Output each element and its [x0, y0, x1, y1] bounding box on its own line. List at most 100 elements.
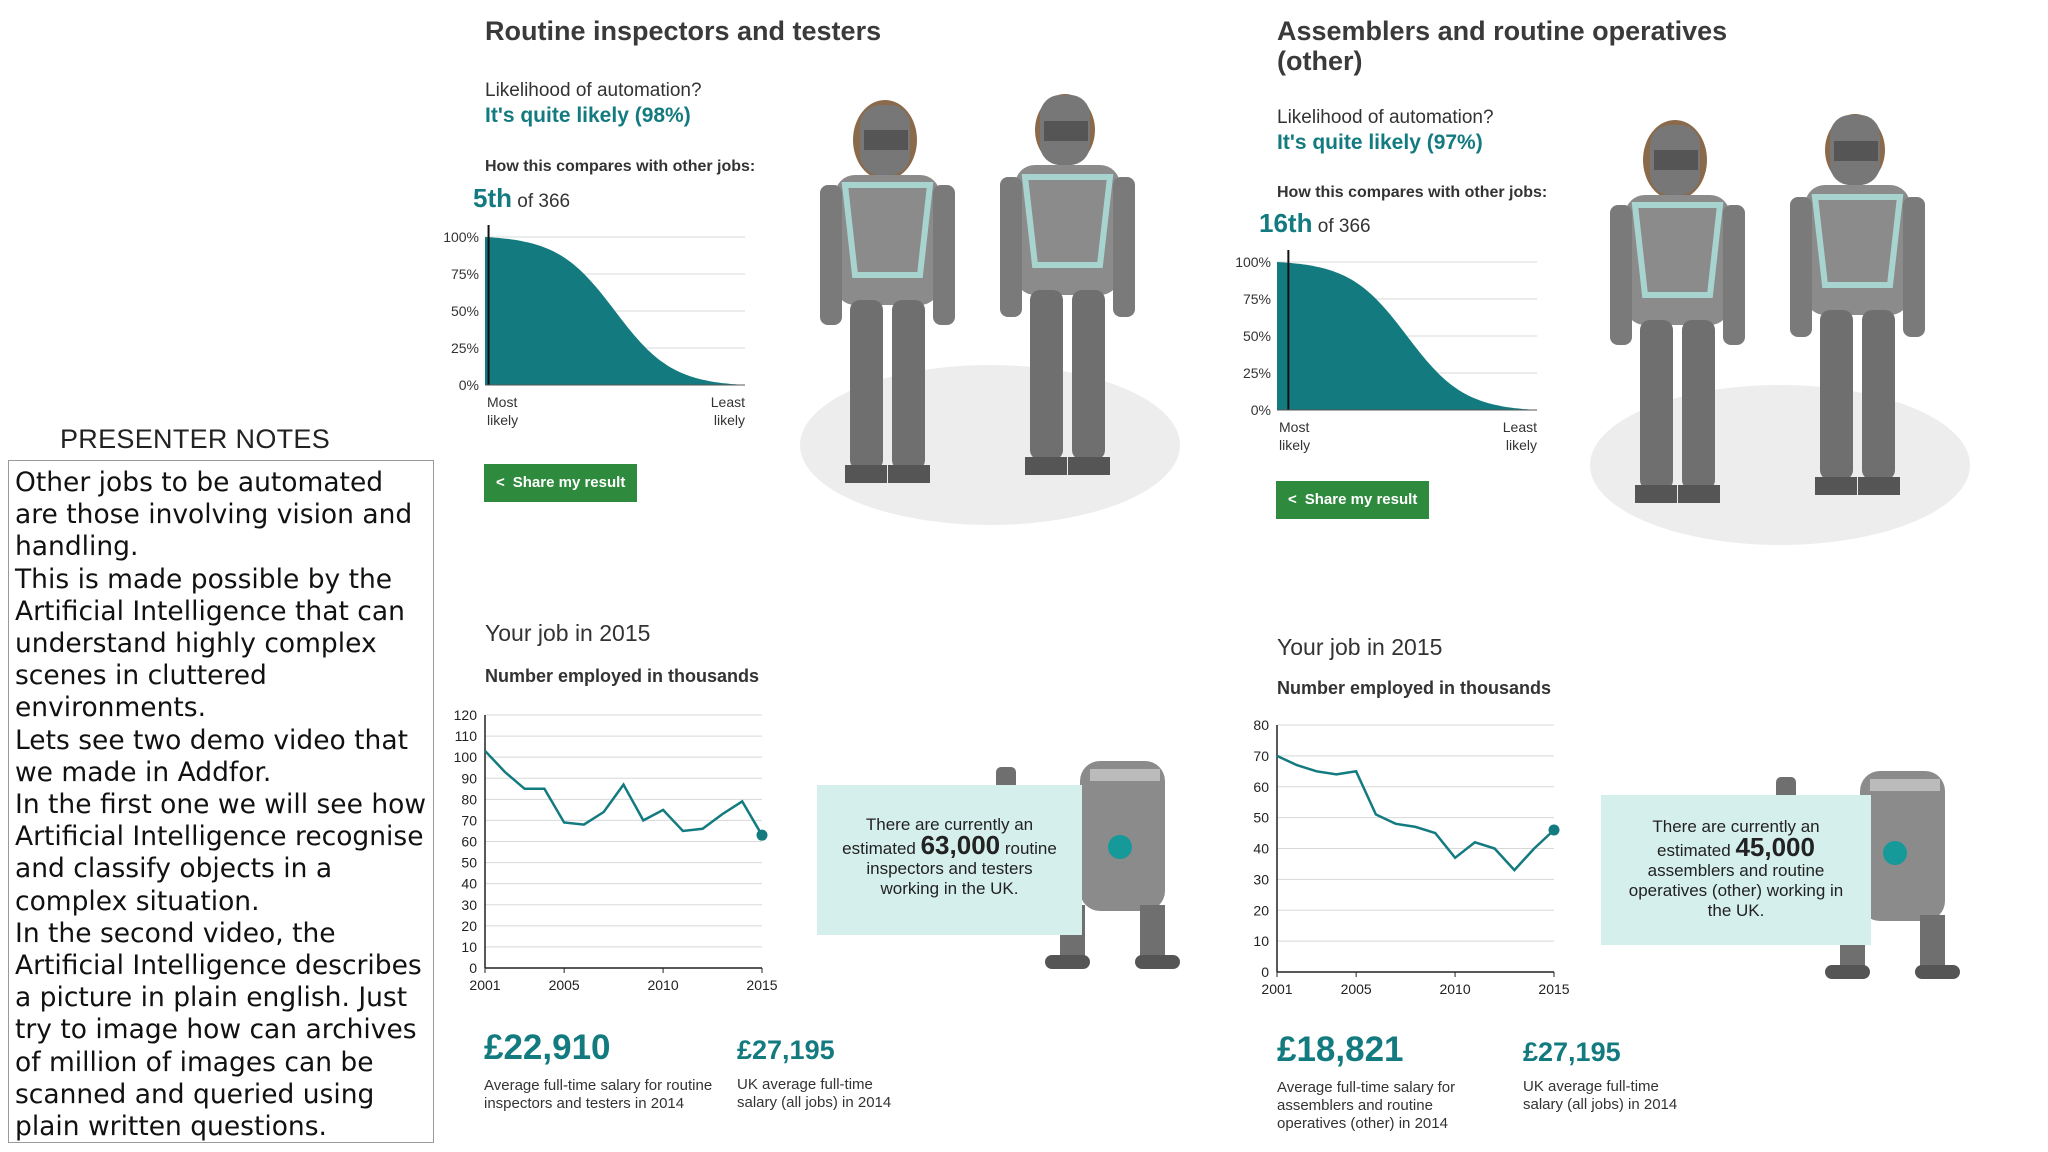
x-label-most: Most — [487, 394, 517, 410]
share-icon: < — [496, 474, 505, 491]
employment-line-chart: 0 10 20 30 40 50 60 70 80 2001 2005 2010 2015 — [1253, 717, 1569, 997]
employment-line-chart: 0 10 20 30 40 50 60 70 80 90 100 110 120 2001 2005 2010… — [454, 707, 778, 993]
x-label-most: Most — [1279, 419, 1309, 435]
job-title: Routine inspectors and testers — [485, 16, 882, 46]
x-tick-label: 2005 — [1341, 981, 1372, 997]
y-tick-label: 50 — [461, 855, 477, 871]
x-label-most-2: likely — [487, 412, 518, 428]
y-tick-label: 0% — [459, 377, 479, 393]
likelihood-result: It's quite likely (98%) — [485, 104, 691, 127]
y-tick-label: 40 — [1253, 841, 1269, 857]
rank-value: 5th — [473, 183, 512, 213]
y-tick-label: 80 — [461, 791, 477, 807]
your-job-heading: Your job in 2015 — [485, 620, 651, 646]
y-tick-label: 75% — [451, 266, 479, 282]
x-tick-label: 2010 — [647, 977, 678, 993]
y-tick-label: 20 — [461, 918, 477, 934]
last-point-marker — [1548, 824, 1560, 836]
share-label: Share my result — [1304, 491, 1418, 508]
series-line — [484, 749, 764, 836]
x-tick-label: 2010 — [1439, 981, 1470, 997]
compare-label: How this compares with other jobs: — [485, 158, 756, 175]
y-tick-label: 60 — [1253, 779, 1269, 795]
x-label-least: Least — [1503, 419, 1537, 435]
automation-distribution-chart: 100% 75% 50% 25% 0% Most likely Least likely — [443, 225, 745, 428]
rank-of: of 366 — [1317, 216, 1371, 237]
likelihood-label: Likelihood of automation? — [1277, 107, 1494, 128]
callout-post: routine inspectors and testers working i… — [866, 839, 1057, 898]
callout-pre: There are currently an estimated — [1652, 817, 1820, 860]
x-label-most-2: likely — [1279, 437, 1310, 453]
uk-average-salary: £27,195 — [737, 1035, 835, 1065]
series-line — [1276, 754, 1555, 872]
y-tick-label: 30 — [1253, 871, 1269, 887]
likelihood-result: It's quite likely (97%) — [1277, 131, 1483, 154]
x-tick-label: 2005 — [549, 977, 580, 993]
y-tick-label: 0% — [1251, 402, 1271, 418]
x-label-least-2: likely — [1506, 437, 1537, 453]
robot-suits-illustration — [800, 94, 1180, 525]
y-tick-label: 100 — [454, 749, 478, 765]
share-result-button[interactable]: < Share my result — [484, 464, 638, 502]
distribution-area — [485, 237, 745, 385]
y-tick-label: 0 — [1261, 964, 1269, 980]
rank-text: 5th of 366 — [473, 183, 570, 214]
last-point-marker — [756, 829, 768, 841]
y-tick-label: 20 — [1253, 902, 1269, 918]
y-tick-label: 110 — [455, 728, 478, 744]
employed-label: Number employed in thousands — [1277, 678, 1552, 698]
uk-average-salary: £27,195 — [1523, 1037, 1621, 1067]
y-tick-label: 25% — [1243, 365, 1271, 381]
average-salary: £18,821 — [1277, 1030, 1404, 1069]
y-tick-label: 50 — [1253, 810, 1269, 826]
employed-label: Number employed in thousands — [485, 666, 760, 686]
y-tick-label: 90 — [461, 770, 477, 786]
employment-callout: There are currently an estimated 63,000 … — [817, 785, 1082, 935]
x-label-least: Least — [711, 394, 745, 410]
y-tick-label: 70 — [461, 812, 477, 828]
y-tick-label: 120 — [454, 707, 478, 723]
x-tick-label: 2001 — [469, 977, 500, 993]
average-salary-note: Average full-time salary for assemblers … — [1277, 1079, 1456, 1132]
uk-average-salary-note: UK average full-time salary (all jobs) i… — [1523, 1078, 1678, 1113]
y-tick-label: 80 — [1253, 717, 1269, 733]
job-title: Assemblers and routine operatives (other… — [1277, 16, 1728, 76]
employment-callout: There are currently an estimated 45,000 … — [1601, 795, 1871, 945]
callout-value: 45,000 — [1735, 832, 1815, 862]
share-label: Share my result — [512, 474, 626, 491]
rank-of: of 366 — [517, 191, 571, 212]
robot-suits-illustration — [1590, 114, 1970, 545]
compare-label: How this compares with other jobs: — [1277, 184, 1548, 201]
robot-sign-illustration — [1776, 771, 1960, 979]
share-icon: < — [1288, 491, 1297, 508]
y-tick-label: 30 — [461, 897, 477, 913]
y-tick-label: 70 — [1253, 748, 1269, 764]
callout-value: 63,000 — [920, 830, 1001, 860]
x-tick-label: 2001 — [1261, 981, 1292, 997]
share-result-button[interactable]: < Share my result — [1276, 481, 1430, 519]
presenter-notes-title: PRESENTER NOTES — [60, 424, 331, 454]
distribution-area — [1277, 262, 1537, 410]
likelihood-label: Likelihood of automation? — [485, 80, 702, 101]
average-salary: £22,910 — [484, 1028, 611, 1067]
presenter-notes-text: Other jobs to be automated are those inv… — [8, 460, 434, 1143]
uk-average-salary-note: UK average full-time salary (all jobs) i… — [737, 1076, 892, 1111]
x-label-least-2: likely — [714, 412, 745, 428]
your-job-heading: Your job in 2015 — [1277, 634, 1443, 660]
x-tick-label: 2015 — [746, 977, 777, 993]
y-tick-label: 100% — [1235, 254, 1271, 270]
callout-post: assemblers and routine operatives (other… — [1628, 861, 1844, 920]
y-tick-label: 10 — [461, 939, 477, 955]
y-tick-label: 10 — [1253, 933, 1269, 949]
y-tick-label: 100% — [443, 229, 479, 245]
y-tick-label: 60 — [461, 834, 477, 850]
rank-text: 16th of 366 — [1259, 208, 1371, 239]
y-tick-label: 25% — [451, 340, 479, 356]
y-tick-label: 50% — [1243, 328, 1271, 344]
automation-distribution-chart: 100% 75% 50% 25% 0% Most likely Least likely — [1235, 250, 1537, 453]
callout-pre: There are currently an estimated — [842, 815, 1034, 858]
y-tick-label: 0 — [469, 960, 477, 976]
y-tick-label: 75% — [1243, 291, 1271, 307]
y-tick-label: 40 — [461, 876, 477, 892]
y-tick-label: 50% — [451, 303, 479, 319]
